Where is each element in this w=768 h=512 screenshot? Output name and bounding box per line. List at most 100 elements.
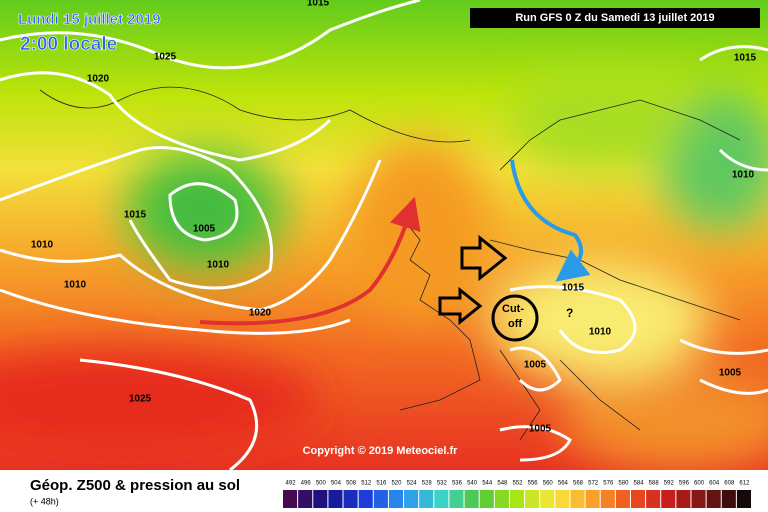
blue-arrow <box>510 159 591 282</box>
isobar-label: 1010 <box>732 170 755 181</box>
scale-swatch <box>509 490 525 508</box>
isobar-label: 1015 <box>307 0 330 9</box>
isobar-label: 1025 <box>129 394 152 405</box>
isobar-label: 1005 <box>719 368 742 379</box>
scale-label: 604 <box>709 481 720 487</box>
scale-label: 496 <box>301 481 312 487</box>
date: Lundi 15 juillet 2019 <box>18 11 161 28</box>
run-info: Run GFS 0 Z du Samedi 13 juillet 2019 <box>515 12 714 24</box>
scale-label: 520 <box>391 481 402 487</box>
scale-swatch <box>630 490 646 508</box>
coast <box>499 349 641 441</box>
scale-label: 580 <box>618 481 629 487</box>
cutoff-label: off <box>508 318 522 330</box>
isobar-label: 1015 <box>734 53 757 64</box>
scale-swatch <box>555 490 570 508</box>
black-arrow <box>460 234 508 282</box>
isobar <box>0 159 382 312</box>
scale-label: 512 <box>361 481 372 487</box>
scale-label: 564 <box>558 481 569 487</box>
scale-label: 612 <box>739 481 750 487</box>
scale-label: 588 <box>649 481 660 487</box>
scale-label: 492 <box>286 481 297 487</box>
isobar-label: 1010 <box>589 327 612 338</box>
isobar-labels: 1015 1025 1020 1015 1010 1015 1005 1010 1010 1010… <box>31 0 757 435</box>
coastlines <box>39 86 741 441</box>
scale-swatch <box>570 490 585 508</box>
isobar-label: 1010 <box>207 260 230 271</box>
coast <box>499 99 741 171</box>
scale-swatch <box>388 490 404 508</box>
scale-label: 568 <box>573 481 584 487</box>
scale-swatch <box>585 490 600 508</box>
scale-label: 528 <box>422 481 433 487</box>
isobar-label: 1015 <box>124 210 147 221</box>
coast <box>399 214 481 411</box>
scale-swatch <box>540 490 555 508</box>
scale-swatch <box>358 490 373 508</box>
black-arrow <box>438 286 483 326</box>
scale-swatch <box>646 490 661 508</box>
isobar-label: 1025 <box>154 52 177 63</box>
isobar-label: 1005 <box>193 224 216 235</box>
scale-label: 572 <box>588 481 599 487</box>
scale-label: 592 <box>664 481 675 487</box>
scale-swatch <box>373 490 388 508</box>
scale-label: 536 <box>452 481 463 487</box>
annotations <box>199 8 760 342</box>
scale-label: 552 <box>512 481 523 487</box>
scale-label: 608 <box>724 481 735 487</box>
isobar-label: 1020 <box>249 308 272 319</box>
isobar <box>0 0 421 70</box>
scale-swatch <box>706 490 721 508</box>
coast <box>39 86 471 143</box>
scale-swatch <box>404 490 419 508</box>
isobar-label: 1005 <box>524 360 547 371</box>
cutoff-label: Cut- <box>502 303 524 315</box>
isobar <box>679 338 768 395</box>
scale-swatch <box>328 490 343 508</box>
scale-label: 584 <box>634 481 645 487</box>
time: 2:00 locale <box>20 34 117 55</box>
scale-swatch <box>479 490 494 508</box>
scale-label: 504 <box>331 481 342 487</box>
scale-label: 576 <box>603 481 614 487</box>
isobar-label: 1015 <box>562 283 585 294</box>
scale-label: 544 <box>482 481 493 487</box>
isobar <box>499 425 572 462</box>
scale-swatch <box>494 490 509 508</box>
isobar <box>0 146 274 290</box>
coast <box>489 239 741 321</box>
isobar <box>699 45 768 172</box>
scale-swatch <box>691 490 706 508</box>
isobar-label: 1020 <box>87 74 110 85</box>
isobar-label: 1005 <box>529 424 552 435</box>
scale-swatch <box>298 490 313 508</box>
isobar <box>509 285 637 354</box>
scale-label: 600 <box>694 481 705 487</box>
scale-swatch <box>419 490 434 508</box>
scale-label: 548 <box>497 481 508 487</box>
question: ? <box>566 306 573 320</box>
isobar-label: 1010 <box>64 280 87 291</box>
scale-label: 524 <box>407 481 418 487</box>
scale-swatch <box>313 490 328 508</box>
legend-title: Géop. Z500 & pression au sol <box>30 477 240 494</box>
background <box>0 0 768 470</box>
isobar <box>0 288 351 335</box>
scale-label: 532 <box>437 481 448 487</box>
scale-swatch <box>343 490 358 508</box>
copyright: Copyright © 2019 Meteociel.fr <box>303 445 459 457</box>
scale-swatch <box>736 490 751 508</box>
scale-swatch <box>661 490 676 508</box>
run-box <box>470 8 760 28</box>
isobar <box>0 71 332 162</box>
scale-label: 516 <box>376 481 387 487</box>
scale-label: 556 <box>528 481 539 487</box>
scale-swatch <box>600 490 615 508</box>
scale-swatch <box>464 490 479 508</box>
scale-swatch <box>676 490 691 508</box>
scale-swatch <box>434 490 449 508</box>
field-blobs <box>0 70 768 470</box>
